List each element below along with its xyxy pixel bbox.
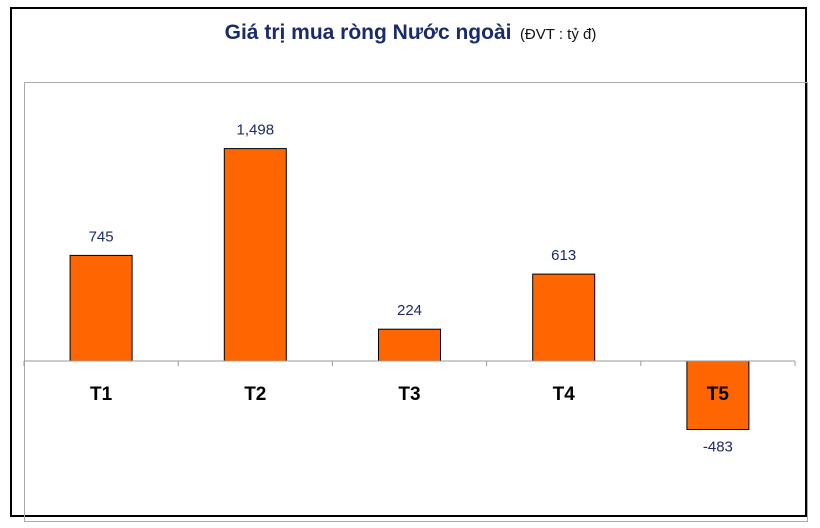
bar-t1: [69, 254, 133, 362]
bar-t3: [378, 328, 441, 362]
data-label-t1: 745: [89, 228, 114, 245]
data-label-t2: 1,498: [237, 122, 275, 139]
bar-t2: [223, 148, 287, 362]
data-label-t4: 613: [551, 247, 576, 264]
chart-frame: Giá trị mua ròng Nước ngoài (ĐVT : tỷ đ): [10, 7, 809, 522]
chart-unit: (ĐVT : tỷ đ): [519, 26, 597, 43]
category-label-t1: T1: [90, 384, 113, 405]
plot-area-border: [24, 82, 808, 522]
category-label-t2: T2: [244, 384, 266, 405]
bar-t5: [686, 360, 750, 430]
category-label-t5: T5: [707, 384, 730, 405]
data-label-t5: -483: [703, 439, 733, 456]
chart-title: Giá trị mua ròng Nước ngoài: [224, 21, 512, 44]
data-label-t3: 224: [397, 302, 422, 319]
category-label-t3: T3: [398, 384, 420, 405]
bar-t4: [532, 273, 596, 362]
chart-title-row: Giá trị mua ròng Nước ngoài (ĐVT : tỷ đ): [12, 21, 809, 45]
category-label-t4: T4: [553, 384, 576, 405]
